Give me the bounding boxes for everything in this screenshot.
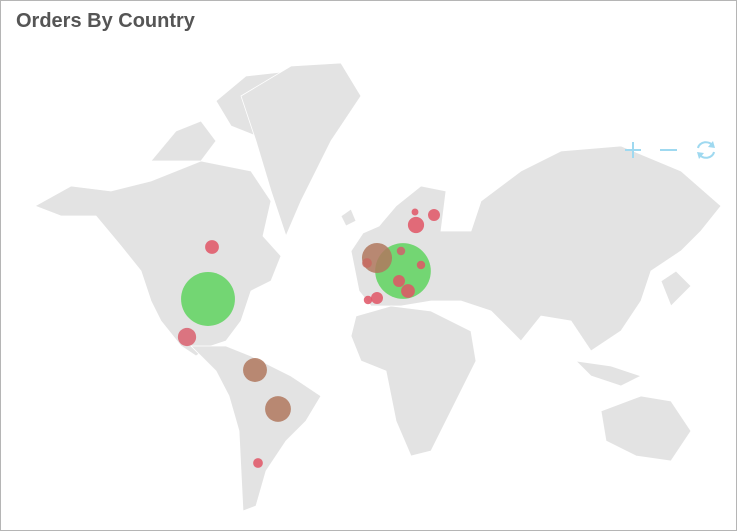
country-bubble[interactable] xyxy=(396,246,406,256)
country-bubble[interactable] xyxy=(416,260,426,270)
zoom-in-button[interactable] xyxy=(625,142,641,158)
reset-button[interactable] xyxy=(697,141,715,159)
country-bubble[interactable] xyxy=(177,327,197,347)
country-bubble[interactable] xyxy=(205,240,219,254)
country-bubble[interactable] xyxy=(428,209,440,221)
country-bubble[interactable] xyxy=(243,358,267,382)
country-bubble[interactable] xyxy=(361,242,393,274)
country-bubble[interactable] xyxy=(181,272,235,326)
country-bubble[interactable] xyxy=(253,458,263,468)
country-bubble[interactable] xyxy=(411,208,419,216)
country-bubble[interactable] xyxy=(362,258,372,268)
zoom-controls xyxy=(625,141,715,159)
land xyxy=(34,62,722,512)
country-bubble[interactable] xyxy=(371,292,383,304)
country-bubble[interactable] xyxy=(401,284,415,298)
country-bubble[interactable] xyxy=(363,295,373,305)
country-bubble[interactable] xyxy=(265,396,291,422)
country-bubble[interactable] xyxy=(393,275,405,287)
panel-title: Orders By Country xyxy=(16,10,195,32)
country-bubble[interactable] xyxy=(407,216,425,234)
